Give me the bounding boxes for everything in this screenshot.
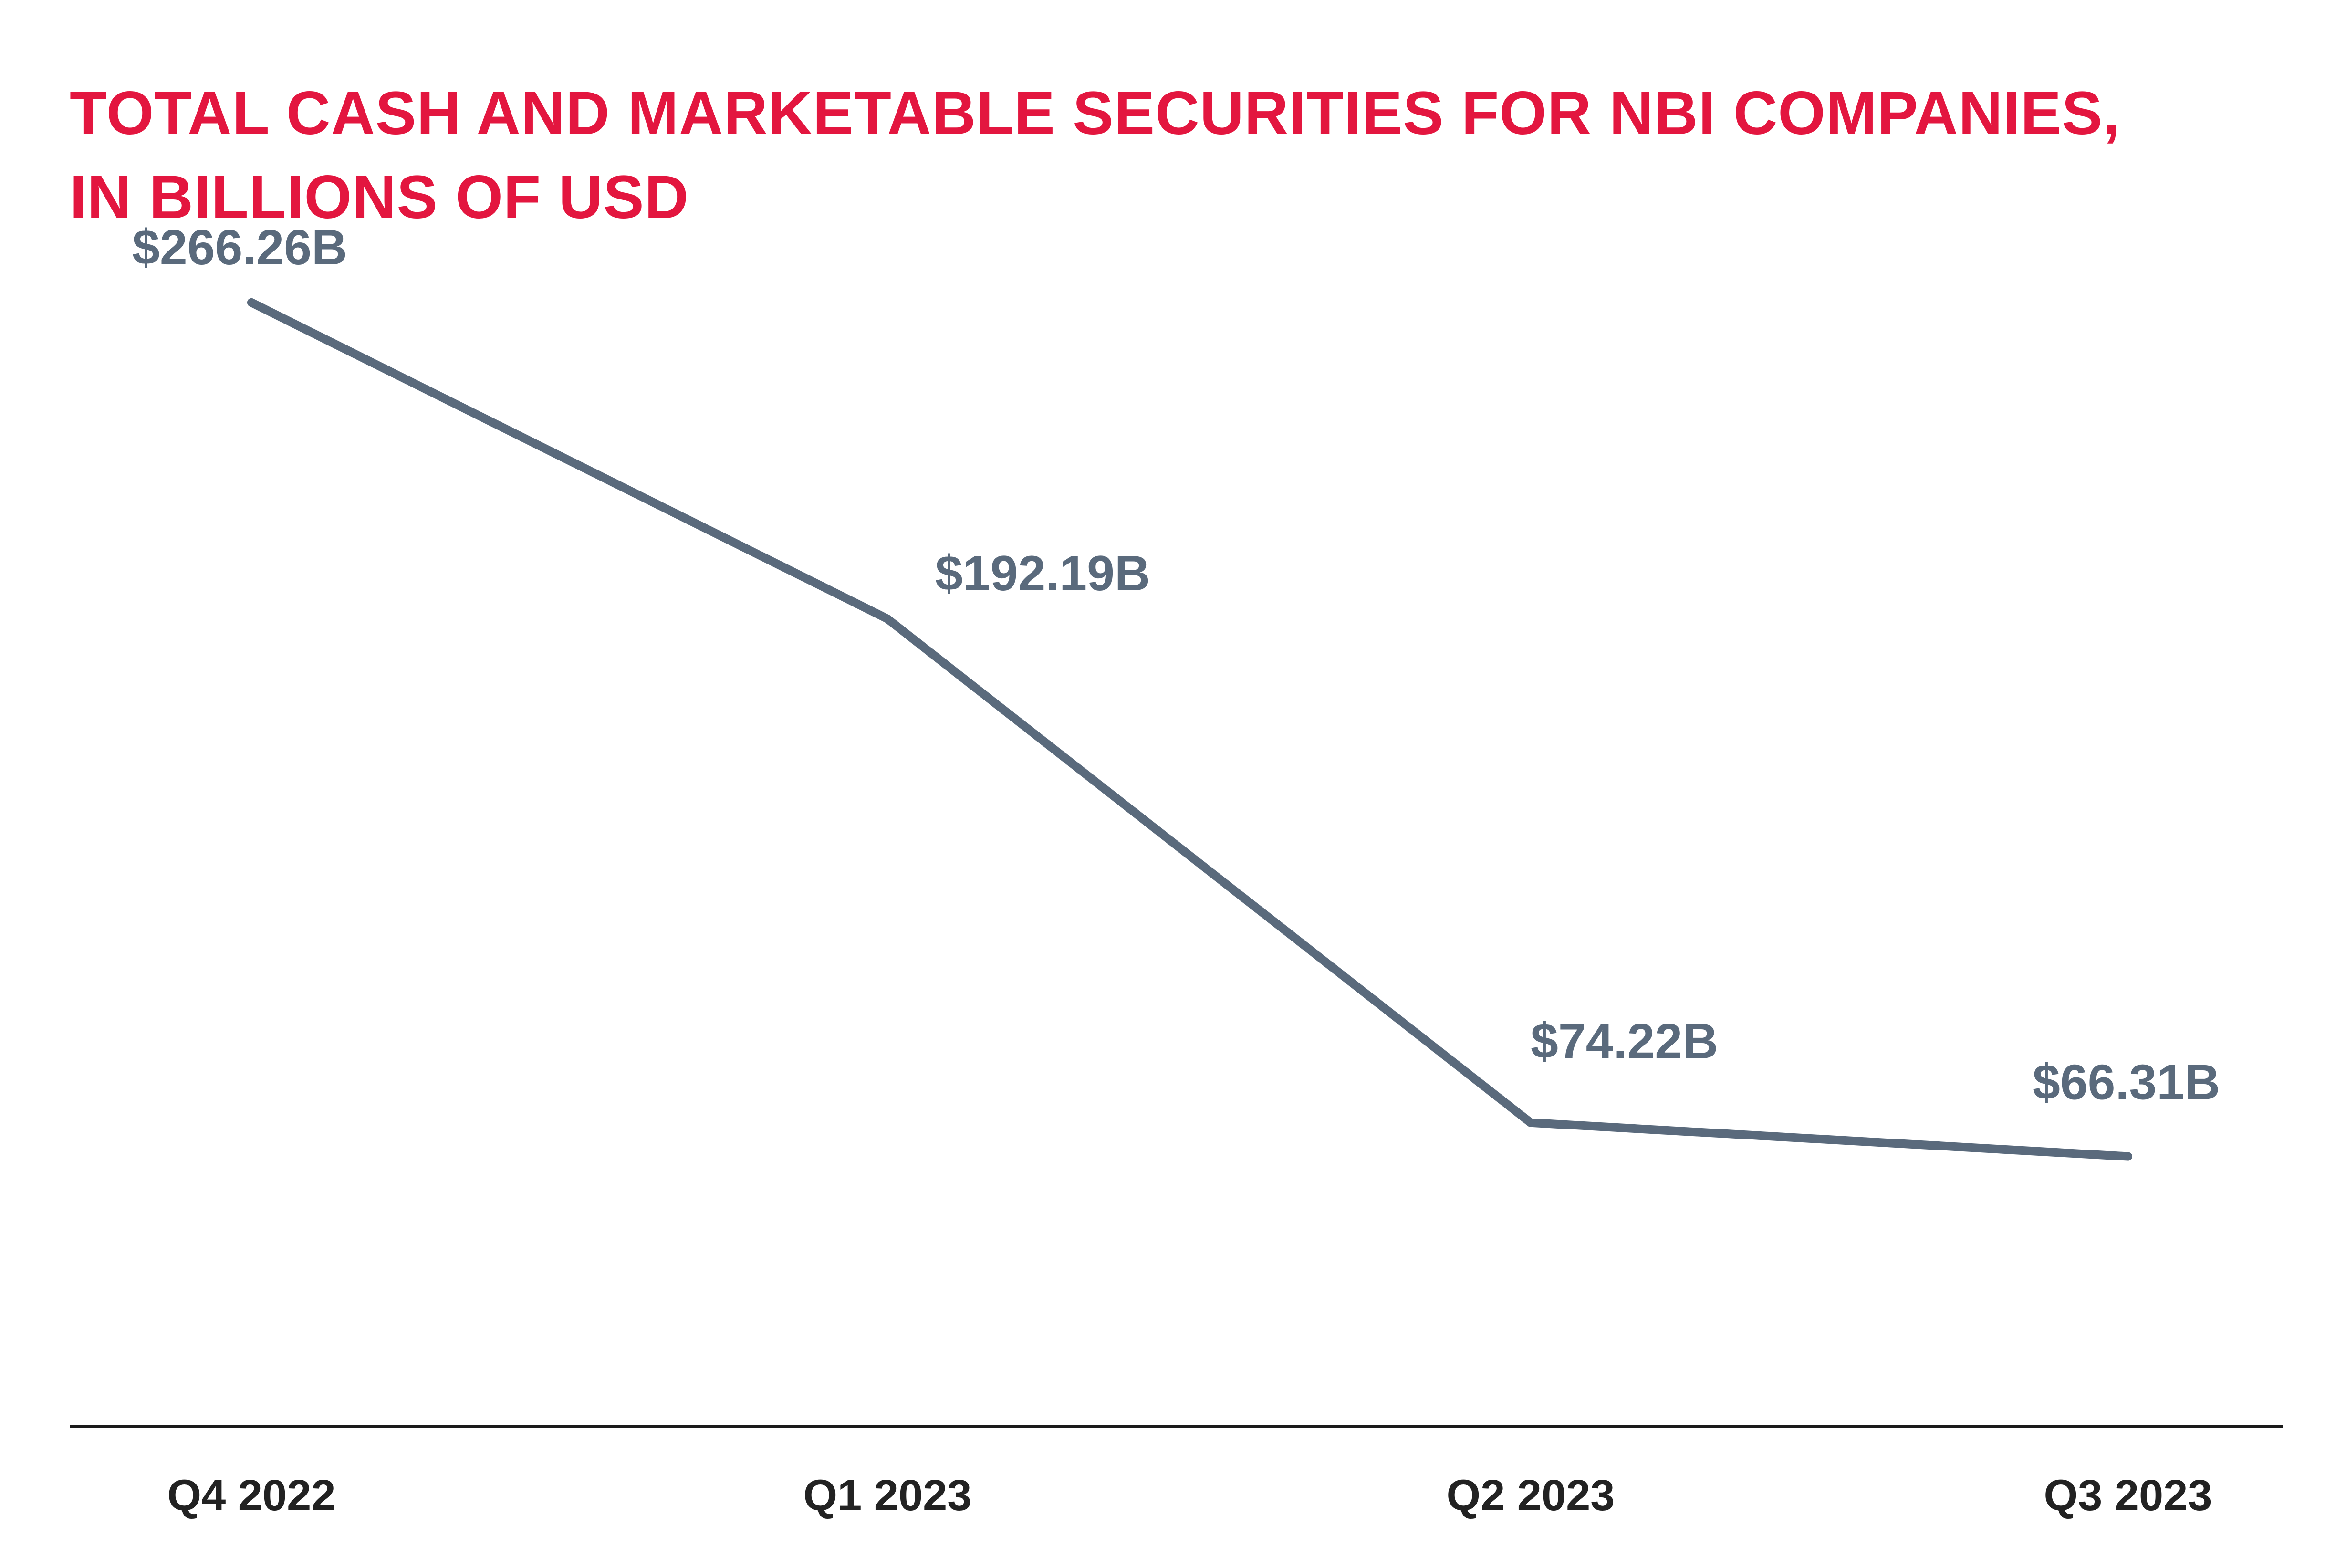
data-point-3 [2124,1152,2132,1161]
data-point-0 [247,298,256,307]
chart-title-line-1: TOTAL CASH AND MARKETABLE SECURITIES FOR… [70,79,2121,147]
x-tick-label-1: Q1 2023 [803,1471,972,1520]
x-tick-label-2: Q2 2023 [1447,1471,1615,1520]
data-label-1: $192.19B [935,546,1150,601]
data-label-0: $266.26B [132,220,347,275]
data-label-3: $66.31B [2033,1055,2220,1110]
data-point-2 [1526,1118,1535,1127]
series-line [247,298,2132,1161]
data-point-1 [883,614,892,623]
x-tick-label-0: Q4 2022 [167,1471,336,1520]
chart-title-line-2: IN BILLIONS OF USD [70,163,689,231]
x-tick-label-3: Q3 2023 [2044,1471,2212,1520]
chart-title: TOTAL CASH AND MARKETABLE SECURITIES FOR… [70,72,2264,240]
data-label-2: $74.22B [1531,1014,1718,1069]
